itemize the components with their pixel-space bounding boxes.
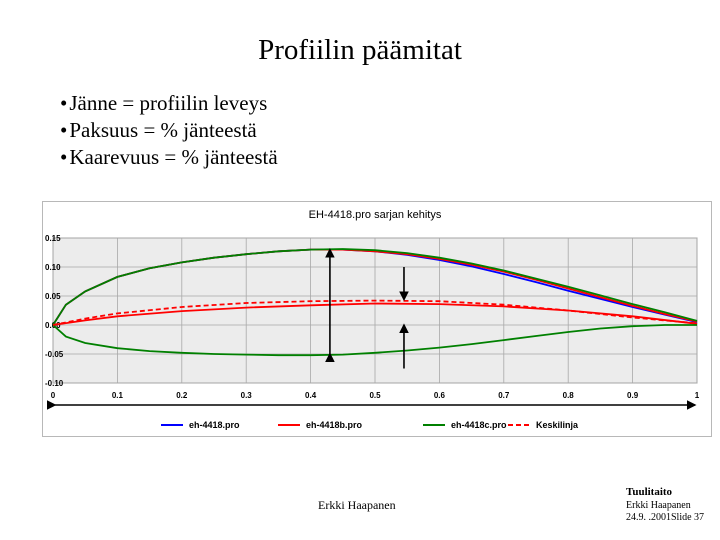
- bullet-camber: Kaarevuus = % jänteestä: [60, 144, 277, 171]
- x-tick-label: 0.4: [305, 391, 317, 400]
- y-tick-label: 0.15: [45, 234, 61, 243]
- x-tick-label: 0.3: [241, 391, 253, 400]
- y-tick-label: 0.05: [45, 292, 61, 301]
- chart-title: EH-4418.pro sarjan kehitys: [309, 209, 442, 221]
- legend-label: eh-4418b.pro: [306, 420, 363, 430]
- x-tick-label: 0.7: [498, 391, 510, 400]
- airfoil-chart: EH-4418.pro sarjan kehitys 0.15 0.10 0.05 0…: [42, 201, 712, 437]
- dimension-arrows: [325, 247, 409, 369]
- bullet-thickness: Paksuus = % jänteestä: [60, 117, 278, 144]
- x-tick-label: 0.6: [434, 391, 446, 400]
- series-line-eh-4418c-pro-upper: [52, 248, 698, 326]
- footer-author-small: Erkki Haapanen: [626, 500, 691, 511]
- series-line-keskilinja-points: [52, 299, 698, 326]
- footer-org: Tuulitaito: [626, 486, 673, 498]
- x-tick-label: 0.9: [627, 391, 639, 400]
- x-tick-label: 0.5: [369, 391, 381, 400]
- x-tick-labels: 0 0.1 0.2 0.3 0.4 0.5 0.6 0.7 0.8 0.9 1: [51, 391, 700, 400]
- bullet-list: Jänne = profiilin leveys Paksuus = % jän…: [60, 90, 278, 171]
- x-tick-label: 0.2: [176, 391, 188, 400]
- legend: eh-4418.pro eh-4418b.pro eh-4418c.pro Keski…: [161, 420, 579, 430]
- legend-label: eh-4418c.pro: [451, 420, 507, 430]
- x-tick-label: 0.8: [563, 391, 575, 400]
- series-lines: [52, 248, 698, 357]
- airfoil-chart-svg: EH-4418.pro sarjan kehitys 0.150.100.050…: [45, 209, 700, 430]
- footer-author: Erkki Haapanen: [318, 498, 396, 512]
- y-tick-label: -0.05: [45, 350, 64, 359]
- legend-label: eh-4418.pro: [189, 420, 240, 430]
- x-tick-label: 0.1: [112, 391, 124, 400]
- bullet-chord: Jänne = profiilin leveys: [60, 90, 278, 117]
- footer-info: Tuulitaito Erkki Haapanen 24.9. .2001Sli…: [626, 486, 704, 524]
- series-line-eh-4418c-pro-lower: [52, 324, 697, 357]
- slide-title: Profiilin päämitat: [258, 34, 462, 66]
- series-line-eh-4418b-pro-camber: [52, 302, 698, 326]
- footer-date-slide: 24.9. .2001Slide 37: [626, 512, 705, 523]
- y-tick-label: -0.10: [45, 379, 64, 388]
- y-tick-label: 0.10: [45, 263, 61, 272]
- x-tick-label: 0: [51, 391, 56, 400]
- x-tick-label: 1: [695, 391, 700, 400]
- legend-label: Keskilinja: [536, 420, 579, 430]
